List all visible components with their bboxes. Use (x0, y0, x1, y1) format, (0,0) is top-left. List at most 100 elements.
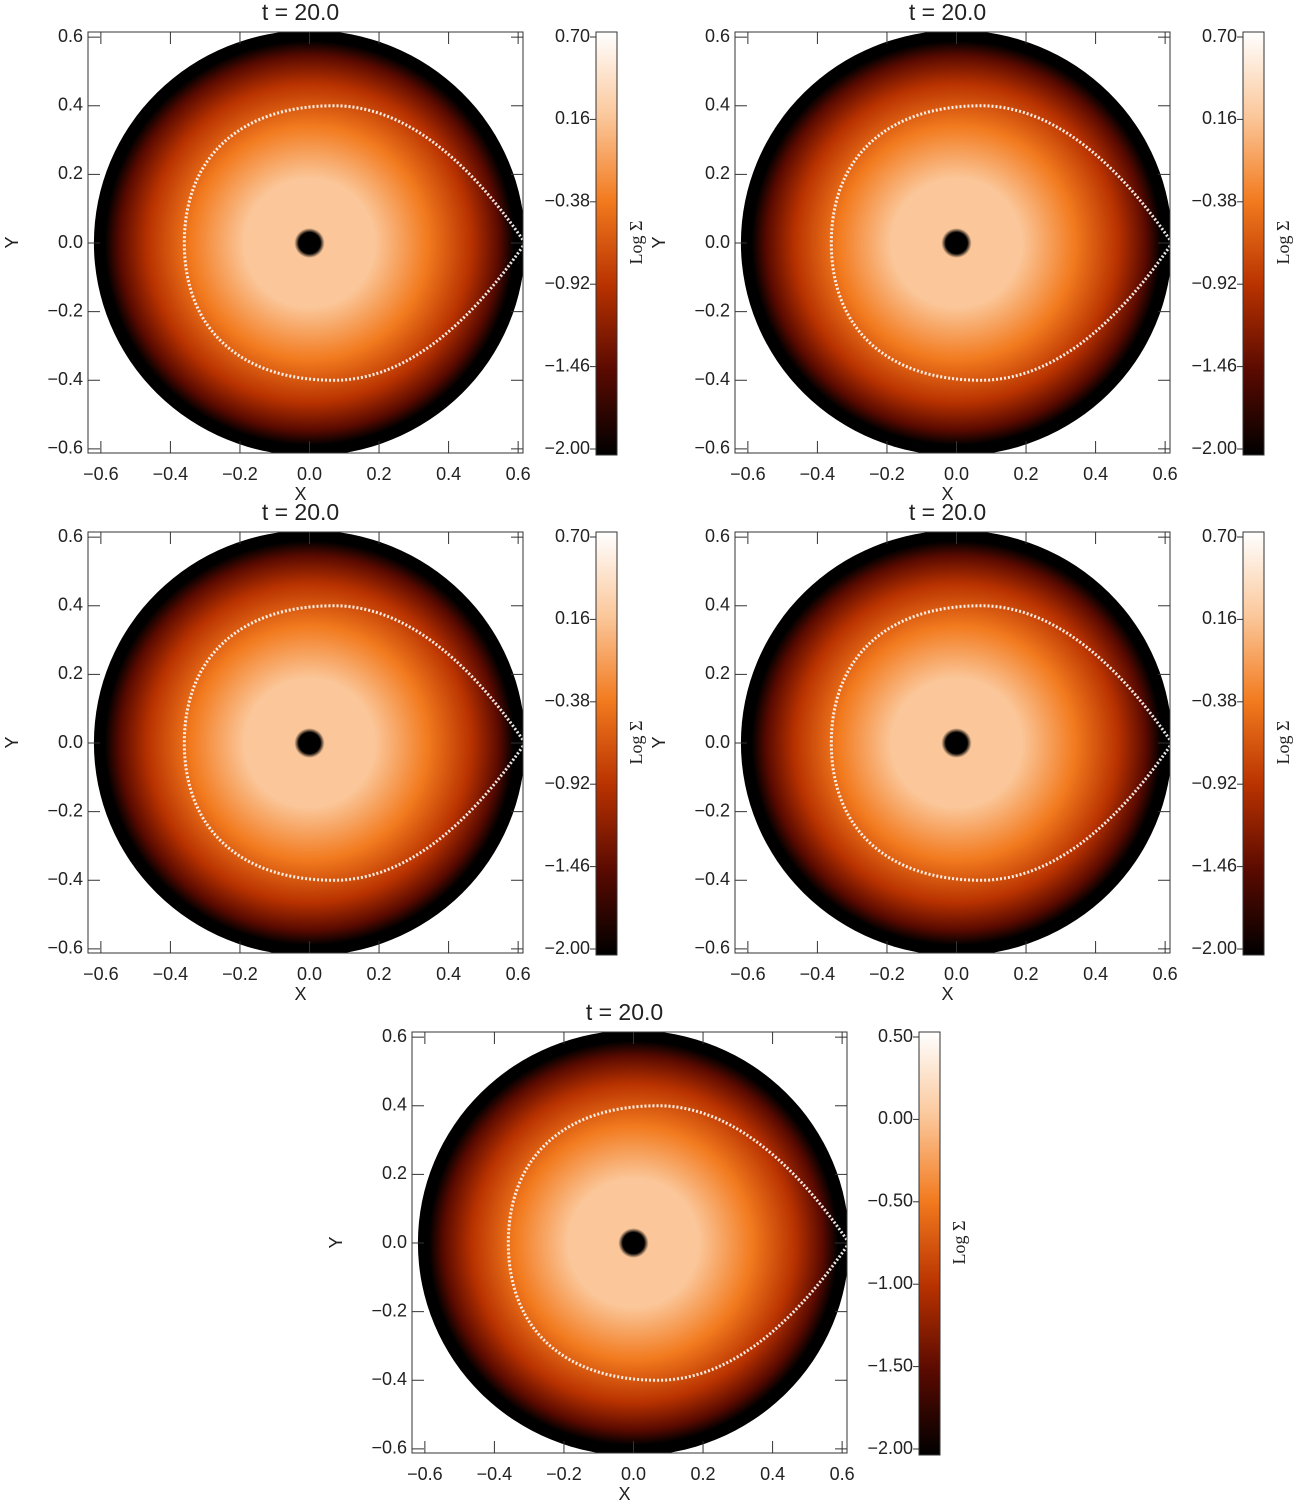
y-tick-label: 0.6 (58, 26, 83, 46)
colorbar-tick-label: 0.70 (555, 526, 590, 546)
colorbar-tick-label: −2.00 (544, 938, 590, 958)
x-tick-label: 0.4 (436, 964, 461, 984)
colorbar (918, 1031, 941, 1456)
colorbar-tick-label: 0.70 (555, 26, 590, 46)
x-tick-label: −0.6 (407, 1464, 443, 1484)
colorbar-label: Log Σ (1273, 221, 1293, 265)
y-tick-label: 0.0 (705, 732, 730, 752)
x-axis-label: X (941, 984, 953, 1004)
plot-frame (411, 1031, 848, 1454)
y-tick-label: 0.0 (58, 732, 83, 752)
plot-area (740, 32, 1170, 453)
chart-title: t = 20.0 (909, 0, 986, 25)
y-tick-label: −0.6 (47, 438, 83, 458)
colorbar-tick-label: −1.46 (544, 355, 590, 375)
x-tick-label: −0.2 (222, 964, 258, 984)
colorbar-label: Log Σ (1273, 721, 1293, 765)
x-tick-label: −0.4 (800, 464, 836, 484)
x-tick-label: −0.2 (222, 464, 258, 484)
x-tick-label: −0.2 (869, 464, 905, 484)
x-tick-label: 0.2 (1014, 464, 1039, 484)
y-tick-label: 0.6 (705, 526, 730, 546)
y-tick-label: −0.6 (694, 938, 730, 958)
y-tick-label: 0.6 (705, 26, 730, 46)
x-tick-label: 0.6 (830, 1464, 855, 1484)
plot-area (740, 532, 1170, 953)
x-tick-label: 0.0 (297, 964, 322, 984)
y-tick-label: 0.4 (382, 1095, 407, 1115)
chart-title: t = 20.0 (586, 999, 663, 1025)
y-axis-label: Y (649, 236, 669, 248)
y-tick-label: 0.4 (58, 595, 83, 615)
y-axis-label: Y (326, 1236, 346, 1248)
x-tick-label: 0.0 (621, 1464, 646, 1484)
x-tick-label: −0.6 (83, 964, 119, 984)
chart-title: t = 20.0 (262, 499, 339, 525)
y-axis-label: Y (2, 236, 22, 248)
colorbar-label: Log Σ (626, 221, 646, 265)
x-tick-label: 0.2 (1014, 964, 1039, 984)
plot-area (93, 32, 523, 453)
y-tick-label: −0.4 (694, 869, 730, 889)
y-axis-label: Y (649, 736, 669, 748)
plot-frame (87, 531, 524, 954)
colorbar-tick-label: −0.92 (544, 773, 590, 793)
x-tick-label: −0.4 (477, 1464, 513, 1484)
x-tick-label: 0.0 (944, 964, 969, 984)
chart-title: t = 20.0 (909, 499, 986, 525)
y-tick-label: 0.0 (705, 232, 730, 252)
y-tick-label: 0.2 (705, 663, 730, 683)
y-tick-label: −0.4 (371, 1369, 407, 1389)
disk (740, 532, 1170, 953)
x-axis-label: X (618, 1484, 630, 1504)
colorbar-tick-label: −1.46 (1191, 855, 1237, 875)
colorbar-tick-label: 0.16 (555, 108, 590, 128)
y-tick-label: −0.2 (47, 800, 83, 820)
x-tick-label: 0.0 (297, 464, 322, 484)
x-tick-label: −0.2 (869, 964, 905, 984)
y-tick-label: 0.2 (58, 663, 83, 683)
colorbar-tick-label: −0.38 (1191, 191, 1237, 211)
colorbar-tick-label: −0.50 (867, 1191, 913, 1211)
colorbar-tick-label: −2.00 (867, 1438, 913, 1458)
colorbar-tick-label: 0.00 (878, 1108, 913, 1128)
colorbar-tick-label: −2.00 (1191, 938, 1237, 958)
colorbar-tick-label: −0.92 (1191, 273, 1237, 293)
plot-frame (734, 31, 1171, 454)
y-tick-label: −0.6 (47, 938, 83, 958)
y-tick-label: −0.4 (694, 369, 730, 389)
x-tick-label: 0.6 (1153, 464, 1178, 484)
y-tick-label: 0.6 (58, 526, 83, 546)
x-tick-label: −0.4 (800, 964, 836, 984)
colorbar-tick-label: 0.70 (1202, 526, 1237, 546)
y-tick-label: −0.2 (371, 1300, 407, 1320)
y-axis-label: Y (2, 736, 22, 748)
disk (93, 532, 523, 953)
colorbar-tick-label: 0.50 (878, 1026, 913, 1046)
colorbar (595, 31, 618, 456)
x-tick-label: −0.4 (153, 464, 189, 484)
colorbar-tick-label: −0.38 (544, 691, 590, 711)
colorbar-tick-label: 0.16 (1202, 108, 1237, 128)
y-tick-label: −0.2 (47, 300, 83, 320)
x-tick-label: 0.4 (760, 1464, 785, 1484)
chart-title: t = 20.0 (262, 0, 339, 25)
colorbar-tick-label: −0.92 (544, 273, 590, 293)
colorbar-tick-label: −1.46 (544, 855, 590, 875)
colorbar-tick-label: −0.38 (544, 191, 590, 211)
colorbar-tick-label: 0.16 (1202, 608, 1237, 628)
x-tick-label: 0.0 (944, 464, 969, 484)
colorbar-tick-label: 0.70 (1202, 26, 1237, 46)
y-tick-label: 0.0 (382, 1232, 407, 1252)
disk (93, 32, 523, 453)
plot-frame (87, 31, 524, 454)
colorbar (595, 531, 618, 956)
x-tick-label: 0.2 (367, 464, 392, 484)
x-tick-label: −0.6 (730, 964, 766, 984)
y-tick-label: −0.2 (694, 300, 730, 320)
colorbar-label: Log Σ (626, 721, 646, 765)
colorbar-label: Log Σ (949, 1221, 969, 1265)
y-tick-label: 0.6 (382, 1026, 407, 1046)
x-tick-label: 0.2 (367, 964, 392, 984)
y-tick-label: 0.2 (382, 1163, 407, 1183)
